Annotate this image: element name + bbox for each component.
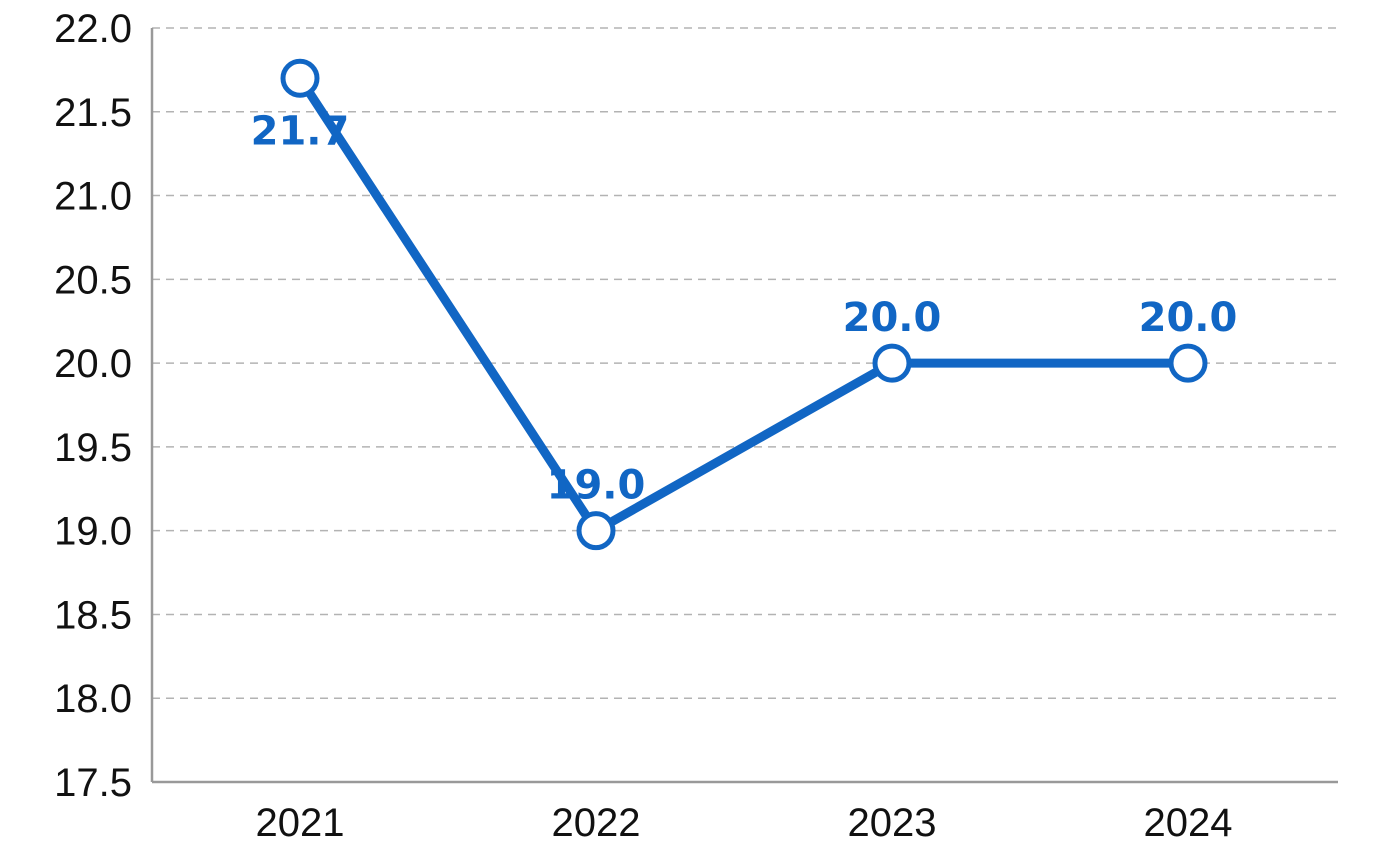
y-tick-label: 18.0 <box>54 677 132 721</box>
y-tick-label: 19.5 <box>54 426 132 470</box>
data-point-marker <box>576 511 616 551</box>
axes <box>150 28 1338 784</box>
y-axis-tick-labels: 17.5 18.0 18.5 19.0 19.5 20.0 20.5 21.0 21.5 22.0 <box>54 7 132 805</box>
y-tick-label: 20.0 <box>54 342 132 386</box>
x-axis-tick-labels: 2021 2022 2023 2024 <box>256 801 1233 845</box>
data-label: 20.0 <box>1139 295 1238 341</box>
series-group <box>280 58 1208 551</box>
x-tick-label: 2023 <box>848 801 937 845</box>
y-tick-label: 18.5 <box>54 593 132 637</box>
y-tick-label: 21.5 <box>54 91 132 135</box>
y-tick-label: 17.5 <box>54 761 132 805</box>
x-tick-label: 2022 <box>552 801 641 845</box>
data-point-marker <box>872 343 912 383</box>
data-labels: 21.7 19.0 20.0 20.0 <box>251 108 1238 508</box>
data-label: 19.0 <box>547 463 646 509</box>
y-tick-label: 22.0 <box>54 7 132 51</box>
data-point-marker <box>1168 343 1208 383</box>
data-label: 21.7 <box>251 108 350 154</box>
data-point-marker <box>280 58 320 98</box>
y-tick-label: 20.5 <box>54 258 132 302</box>
y-tick-label: 19.0 <box>54 510 132 554</box>
series-line <box>296 75 1188 536</box>
data-label: 20.0 <box>843 295 942 341</box>
x-tick-label: 2024 <box>1144 801 1233 845</box>
x-tick-label: 2021 <box>256 801 345 845</box>
y-tick-label: 21.0 <box>54 175 132 219</box>
